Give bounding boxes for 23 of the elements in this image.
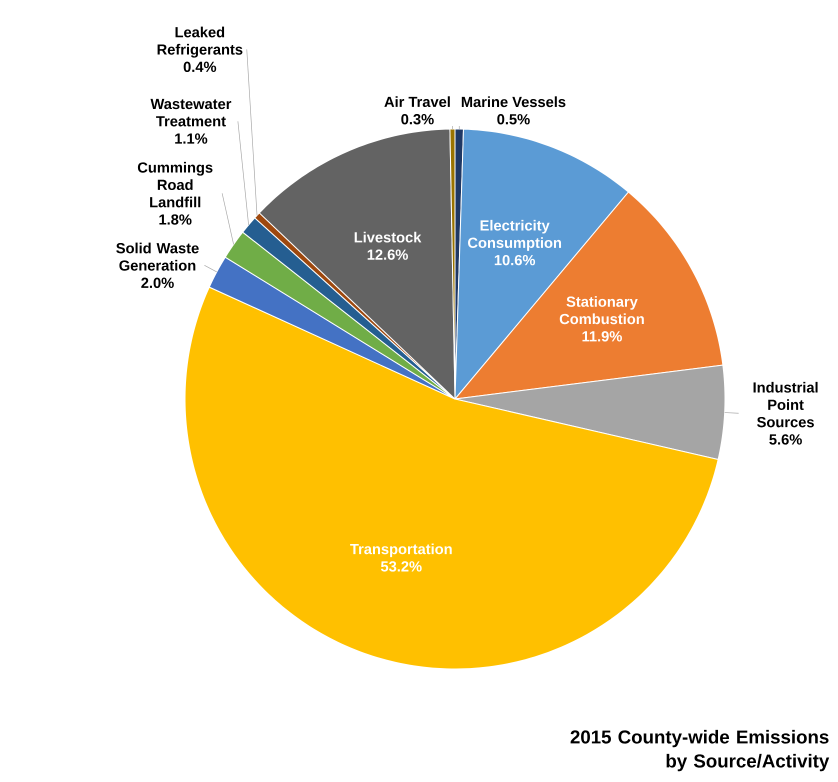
slice-label: Solid Waste Generation — [116, 242, 199, 271]
slice-label: Electricity Consumption — [468, 220, 562, 251]
data-label: 0.4% — [184, 62, 216, 72]
data-label: 53.2% — [380, 561, 422, 572]
slice-label: Industrial Point Sources — [754, 382, 818, 428]
data-label: 5.6% — [769, 434, 802, 445]
data-label: 0.5% — [497, 114, 530, 124]
text: 2015 County-wide Emissions by Source/Activity — [570, 730, 830, 772]
data-label: 12.6% — [368, 249, 408, 260]
slice-label: Air Travel — [384, 96, 450, 108]
data-label: 2.0% — [141, 278, 174, 288]
data-label: 1.8% — [159, 214, 192, 225]
data-label: 0.3% — [401, 114, 434, 124]
slice-label: Marine Vessels — [462, 96, 566, 108]
slice-label: Leaked Refrigerants — [158, 26, 242, 58]
slice-label: Livestock — [354, 232, 422, 243]
data-label: 11.9% — [582, 331, 622, 342]
slice-label: Wastewater Treatment — [150, 98, 232, 126]
data-label: 1.1% — [175, 133, 208, 144]
slice-label: Transportation — [350, 543, 452, 558]
data-label: 10.6% — [494, 254, 536, 266]
slice-label: Cummings Road Landfill — [138, 162, 212, 208]
slice-label: Stationary Combustion — [560, 296, 644, 324]
